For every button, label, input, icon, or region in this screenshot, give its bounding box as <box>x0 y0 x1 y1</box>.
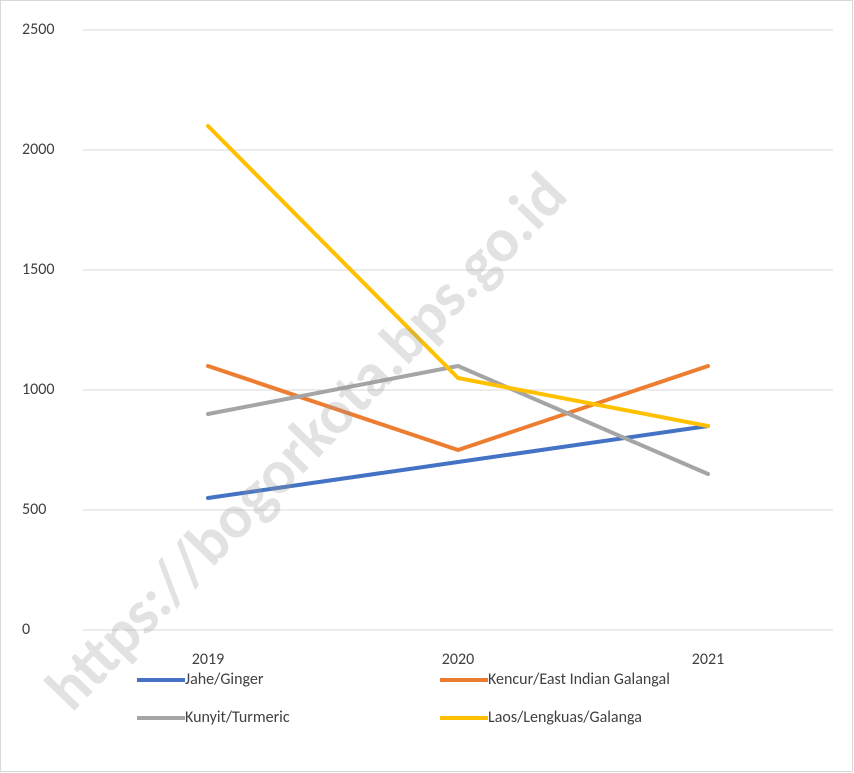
y-tick-label: 0 <box>22 620 30 639</box>
y-tick-label: 1500 <box>22 260 54 279</box>
x-tick-label: 2021 <box>692 650 724 669</box>
x-tick-label: 2020 <box>442 650 474 669</box>
legend-label: Kencur/East Indian Galangal <box>488 670 670 689</box>
legend-label: Laos/Lengkuas/Galanga <box>488 708 642 727</box>
y-tick-label: 2500 <box>22 20 54 39</box>
legend-label: Kunyit/Turmeric <box>185 708 290 727</box>
x-tick-label: 2019 <box>192 650 224 669</box>
legend-label: Jahe/Ginger <box>185 670 264 689</box>
series-line <box>206 364 710 452</box>
y-tick-label: 1000 <box>22 380 54 399</box>
series-line <box>206 364 710 476</box>
series-line <box>206 124 710 428</box>
y-tick-label: 500 <box>22 500 46 519</box>
y-tick-label: 2000 <box>22 140 54 159</box>
